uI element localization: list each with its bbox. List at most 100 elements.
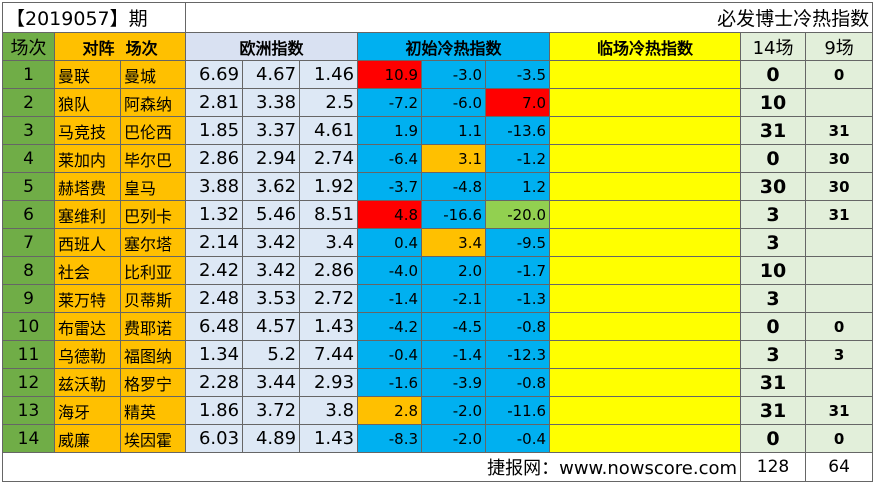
away-team: 埃因霍 bbox=[119, 424, 187, 453]
euro-index: 3.72 bbox=[242, 396, 301, 425]
home-team: 马竞技 bbox=[54, 116, 121, 145]
col-9: 9场 bbox=[805, 32, 874, 61]
home-team: 威廉 bbox=[54, 424, 121, 453]
init-index: 3.4 bbox=[421, 228, 487, 257]
table-row: 【2019057】期 必发博士冷热指数 bbox=[1, 2, 874, 33]
count-14: 3 bbox=[740, 200, 807, 229]
count-14: 10 bbox=[740, 88, 807, 117]
live-index bbox=[549, 172, 742, 201]
euro-index: 1.46 bbox=[299, 60, 359, 89]
col-no: 场次 bbox=[2, 32, 55, 61]
count-14: 3 bbox=[740, 228, 807, 257]
away-team: 阿森纳 bbox=[119, 88, 187, 117]
init-index: 2.0 bbox=[421, 256, 487, 285]
period: 【2019057】期 bbox=[1, 2, 187, 33]
live-index bbox=[549, 60, 742, 89]
count-14: 31 bbox=[740, 368, 807, 397]
away-team: 巴列卡 bbox=[119, 200, 187, 229]
euro-index: 2.72 bbox=[299, 284, 359, 313]
away-team: 曼城 bbox=[119, 60, 187, 89]
euro-index: 2.48 bbox=[185, 284, 244, 313]
col-teams: 对阵 场次 bbox=[53, 32, 187, 61]
count-9 bbox=[805, 256, 874, 285]
live-index bbox=[549, 116, 742, 145]
init-index: -20.0 bbox=[485, 200, 551, 229]
count-9 bbox=[805, 88, 874, 117]
init-index: -6.0 bbox=[421, 88, 487, 117]
match-no: 1 bbox=[2, 60, 55, 89]
match-no: 3 bbox=[2, 116, 55, 145]
euro-index: 3.38 bbox=[242, 88, 301, 117]
table-row: 12 兹沃勒 格罗宁 2.28 3.44 2.93 -1.6 -3.9 -0.8 31 bbox=[2, 368, 874, 397]
count-14: 3 bbox=[740, 284, 807, 313]
home-team: 赫塔费 bbox=[54, 172, 121, 201]
home-team: 西班人 bbox=[54, 228, 121, 257]
init-index: -0.8 bbox=[485, 368, 551, 397]
euro-index: 2.86 bbox=[185, 144, 244, 173]
table-row: 3 马竞技 巴伦西 1.85 3.37 4.61 1.9 1.1 -13.6 31 31 bbox=[2, 116, 874, 145]
away-team: 格罗宁 bbox=[119, 368, 187, 397]
away-team: 福图纳 bbox=[119, 340, 187, 369]
euro-index: 6.69 bbox=[185, 60, 244, 89]
count-14: 0 bbox=[740, 312, 807, 341]
live-index bbox=[549, 284, 742, 313]
live-index bbox=[549, 396, 742, 425]
count-9: 0 bbox=[805, 60, 874, 89]
euro-index: 2.5 bbox=[299, 88, 359, 117]
match-no: 8 bbox=[2, 256, 55, 285]
table-row: 7 西班人 塞尔塔 2.14 3.42 3.4 0.4 3.4 -9.5 3 bbox=[2, 228, 874, 257]
count-14: 0 bbox=[740, 144, 807, 173]
match-no: 11 bbox=[2, 340, 55, 369]
away-team: 皇马 bbox=[119, 172, 187, 201]
euro-index: 2.74 bbox=[299, 144, 359, 173]
live-index bbox=[549, 312, 742, 341]
euro-index: 4.67 bbox=[242, 60, 301, 89]
count-14: 31 bbox=[740, 396, 807, 425]
match-no: 2 bbox=[2, 88, 55, 117]
euro-index: 5.46 bbox=[242, 200, 301, 229]
away-team: 贝蒂斯 bbox=[119, 284, 187, 313]
euro-index: 2.93 bbox=[299, 368, 359, 397]
away-team: 比利亚 bbox=[119, 256, 187, 285]
euro-index: 5.2 bbox=[242, 340, 301, 369]
table-row: 4 莱加内 毕尔巴 2.86 2.94 2.74 -6.4 3.1 -1.2 0 30 bbox=[2, 144, 874, 173]
euro-index: 1.43 bbox=[299, 424, 359, 453]
euro-index: 1.43 bbox=[299, 312, 359, 341]
match-no: 5 bbox=[2, 172, 55, 201]
count-9: 31 bbox=[805, 200, 874, 229]
euro-index: 4.61 bbox=[299, 116, 359, 145]
euro-index: 2.94 bbox=[242, 144, 301, 173]
away-team: 塞尔塔 bbox=[119, 228, 187, 257]
init-index: -3.0 bbox=[421, 60, 487, 89]
count-9: 30 bbox=[805, 144, 874, 173]
source: 捷报网：www.nowscore.com bbox=[1, 452, 742, 482]
match-no: 10 bbox=[2, 312, 55, 341]
table-row: 9 莱万特 贝蒂斯 2.48 3.53 2.72 -1.4 -2.1 -1.3 3 bbox=[2, 284, 874, 313]
euro-index: 3.4 bbox=[299, 228, 359, 257]
euro-index: 8.51 bbox=[299, 200, 359, 229]
away-team: 费耶诺 bbox=[119, 312, 187, 341]
init-index: -1.4 bbox=[421, 340, 487, 369]
home-team: 塞维利 bbox=[54, 200, 121, 229]
init-index: 0.4 bbox=[357, 228, 423, 257]
count-9: 3 bbox=[805, 340, 874, 369]
match-no: 13 bbox=[2, 396, 55, 425]
euro-index: 2.14 bbox=[185, 228, 244, 257]
euro-index: 6.48 bbox=[185, 312, 244, 341]
init-index: -4.0 bbox=[357, 256, 423, 285]
match-no: 9 bbox=[2, 284, 55, 313]
table-row: 13 海牙 精英 1.86 3.72 3.8 2.8 -2.0 -11.6 31 31 bbox=[2, 396, 874, 425]
table-row: 14 威廉 埃因霍 6.03 4.89 1.43 -8.3 -2.0 -0.4 0 0 bbox=[2, 424, 874, 453]
euro-index: 4.57 bbox=[242, 312, 301, 341]
count-14: 31 bbox=[740, 116, 807, 145]
home-team: 乌德勒 bbox=[54, 340, 121, 369]
count-14: 0 bbox=[740, 424, 807, 453]
init-index: 3.1 bbox=[421, 144, 487, 173]
table-row: 11 乌德勒 福图纳 1.34 5.2 7.44 -0.4 -1.4 -12.3 3 3 bbox=[2, 340, 874, 369]
init-index: -1.4 bbox=[357, 284, 423, 313]
count-9: 0 bbox=[805, 424, 874, 453]
euro-index: 6.03 bbox=[185, 424, 244, 453]
table-row: 捷报网：www.nowscore.com 128 64 bbox=[1, 452, 874, 482]
count-9 bbox=[805, 228, 874, 257]
